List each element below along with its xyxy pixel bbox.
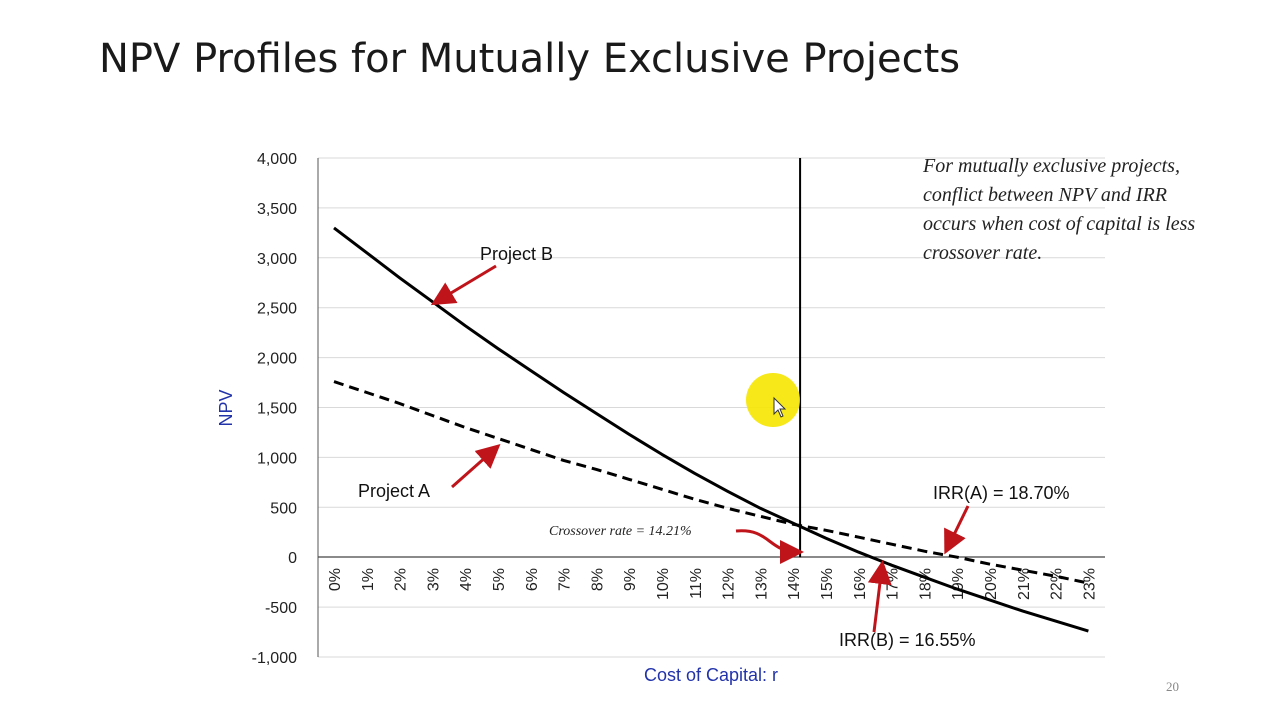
x-tick-label: 12%: [721, 568, 738, 600]
arrow-project-b: [430, 264, 497, 306]
x-tick-label: 0%: [327, 568, 344, 591]
annotation-overlay: [430, 158, 970, 633]
label-crossover: Crossover rate = 14.21%: [549, 524, 692, 539]
series-project-a-line: [333, 380, 1089, 585]
x-tick-label: 15%: [819, 568, 836, 600]
gridlines: [318, 157, 1105, 658]
y-tick-label: 3,500: [257, 201, 297, 218]
x-tick-label: 23%: [1081, 568, 1098, 600]
arrow-irr-a: [944, 505, 970, 555]
x-tick-label: 2%: [393, 568, 410, 591]
x-tick-label: 4%: [458, 568, 475, 591]
y-tick-label: 1,000: [257, 450, 297, 467]
x-tick-label: 17%: [885, 568, 902, 600]
y-tick-label: 2,000: [257, 351, 297, 368]
x-tick-label: 22%: [1049, 568, 1066, 600]
x-tick-label: 21%: [1016, 568, 1033, 600]
x-tick-label: 16%: [852, 568, 869, 600]
x-tick-label: 7%: [557, 568, 574, 591]
x-tick-label: 10%: [655, 568, 672, 600]
y-tick-label: 3,000: [257, 251, 297, 268]
y-tick-label: 1,500: [257, 401, 297, 418]
x-tick-labels: 0% 1% 2% 3% 4% 5% 6% 7% 8% 9% 10% 11% 12% 13% 14% 15% 16…: [327, 568, 1098, 600]
slide-title: NPV Profiles for Mutually Exclusive Proj…: [99, 36, 961, 82]
y-tick-label: -1,000: [252, 650, 297, 667]
x-tick-label: 11%: [688, 568, 705, 599]
series-lines: [333, 226, 1089, 633]
y-tick-label: 2,500: [257, 301, 297, 318]
label-project-a: Project A: [358, 481, 430, 501]
x-tick-label: 14%: [786, 568, 803, 600]
y-tick-label: 4,000: [257, 151, 297, 168]
series-project-b-line: [333, 226, 1089, 633]
x-axis-title: Cost of Capital: r: [644, 665, 778, 685]
conflict-note: For mutually exclusive projects, conflic…: [923, 155, 1196, 264]
cursor-pointer-icon: [773, 396, 787, 418]
x-tick-label: 6%: [524, 568, 541, 591]
y-tick-label: 0: [288, 550, 297, 567]
label-irr-a: IRR(A) = 18.70%: [933, 483, 1070, 503]
arrow-crossover: [735, 529, 804, 564]
x-tick-label: 3%: [425, 568, 442, 591]
y-tick-labels: 4,000 3,500 3,000 2,500 2,000 1,500 1,000 500 0 -…: [252, 151, 297, 667]
x-tick-label: 8%: [589, 568, 606, 591]
page-number: 20: [1166, 679, 1179, 694]
x-tick-label: 20%: [983, 568, 1000, 600]
y-tick-label: -500: [265, 600, 297, 617]
arrow-project-a: [451, 444, 501, 489]
x-tick-label: 19%: [950, 568, 967, 600]
label-project-b: Project B: [480, 244, 553, 264]
x-tick-label: 13%: [753, 568, 770, 600]
cursor-highlight: [746, 373, 800, 427]
x-tick-label: 9%: [622, 568, 639, 591]
y-tick-label: 500: [270, 500, 297, 517]
x-tick-label: 18%: [917, 568, 934, 600]
x-tick-label: 5%: [491, 568, 508, 591]
x-tick-label: 1%: [360, 568, 377, 591]
label-irr-b: IRR(B) = 16.55%: [839, 630, 976, 650]
y-axis-title: NPV: [216, 389, 236, 426]
arrow-irr-b: [867, 560, 892, 633]
